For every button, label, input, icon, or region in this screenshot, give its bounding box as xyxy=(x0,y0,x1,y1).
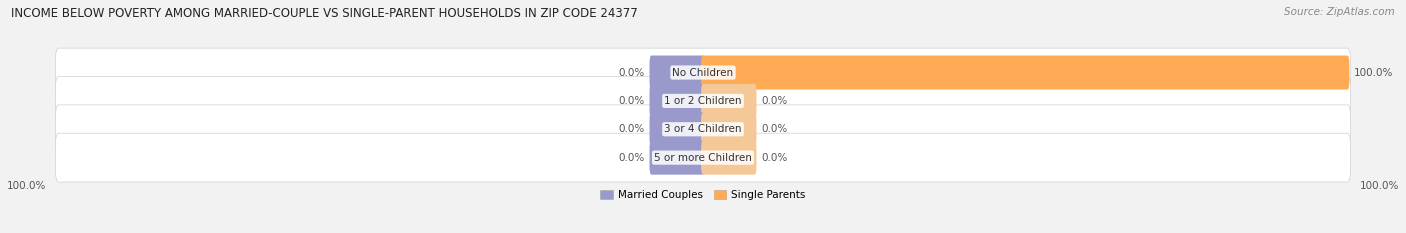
FancyBboxPatch shape xyxy=(702,140,756,175)
FancyBboxPatch shape xyxy=(702,55,1350,89)
FancyBboxPatch shape xyxy=(55,48,1351,97)
Text: 5 or more Children: 5 or more Children xyxy=(654,153,752,163)
Text: 0.0%: 0.0% xyxy=(761,124,787,134)
Text: 100.0%: 100.0% xyxy=(1360,181,1399,191)
Text: 0.0%: 0.0% xyxy=(619,68,645,78)
Legend: Married Couples, Single Parents: Married Couples, Single Parents xyxy=(600,190,806,200)
Text: Source: ZipAtlas.com: Source: ZipAtlas.com xyxy=(1284,7,1395,17)
Text: 0.0%: 0.0% xyxy=(761,153,787,163)
FancyBboxPatch shape xyxy=(650,140,704,175)
FancyBboxPatch shape xyxy=(55,105,1351,154)
Text: 100.0%: 100.0% xyxy=(1354,68,1393,78)
Text: INCOME BELOW POVERTY AMONG MARRIED-COUPLE VS SINGLE-PARENT HOUSEHOLDS IN ZIP COD: INCOME BELOW POVERTY AMONG MARRIED-COUPL… xyxy=(11,7,638,20)
FancyBboxPatch shape xyxy=(650,84,704,118)
Text: 1 or 2 Children: 1 or 2 Children xyxy=(664,96,742,106)
FancyBboxPatch shape xyxy=(702,84,756,118)
Text: 0.0%: 0.0% xyxy=(761,96,787,106)
Text: 3 or 4 Children: 3 or 4 Children xyxy=(664,124,742,134)
FancyBboxPatch shape xyxy=(55,133,1351,182)
Text: 0.0%: 0.0% xyxy=(619,124,645,134)
Text: 100.0%: 100.0% xyxy=(7,181,46,191)
Text: No Children: No Children xyxy=(672,68,734,78)
FancyBboxPatch shape xyxy=(702,112,756,146)
FancyBboxPatch shape xyxy=(650,55,704,89)
FancyBboxPatch shape xyxy=(650,112,704,146)
Text: 0.0%: 0.0% xyxy=(619,153,645,163)
Text: 0.0%: 0.0% xyxy=(619,96,645,106)
FancyBboxPatch shape xyxy=(55,76,1351,125)
